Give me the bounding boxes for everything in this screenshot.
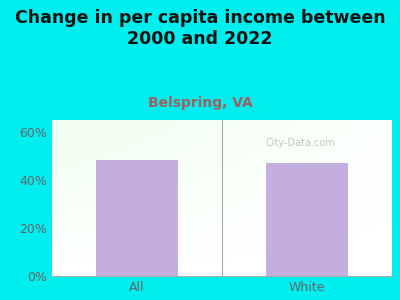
Text: Belspring, VA: Belspring, VA xyxy=(148,96,252,110)
Bar xyxy=(266,163,348,276)
Bar xyxy=(96,160,178,276)
Text: Change in per capita income between
2000 and 2022: Change in per capita income between 2000… xyxy=(15,9,385,48)
Text: City-Data.com: City-Data.com xyxy=(265,138,335,148)
